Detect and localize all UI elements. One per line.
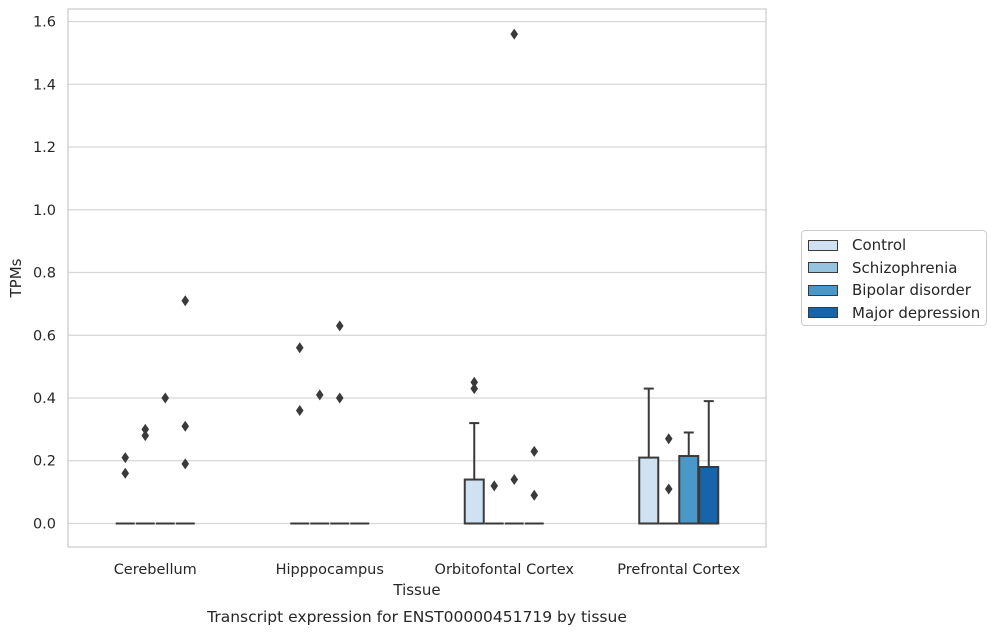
outlier-point <box>335 320 344 332</box>
plot-area <box>67 8 767 548</box>
y-tick-label: 0.6 <box>33 328 56 344</box>
box <box>463 478 485 525</box>
box-bipolar-disorder <box>330 320 350 525</box>
legend-label: Schizophrenia <box>852 258 958 277</box>
y-tick-label: 0.2 <box>33 454 56 470</box>
y-tick-label: 0.0 <box>33 516 56 532</box>
legend-swatch <box>808 284 838 296</box>
box-control <box>290 342 310 525</box>
outlier-point <box>530 445 539 457</box>
outlier-point <box>295 342 304 354</box>
outlier-point <box>141 430 150 442</box>
outlier-point <box>490 480 499 492</box>
x-tick-label: Prefrontal Cortex <box>617 562 740 578</box>
outlier-point <box>315 389 324 401</box>
y-axis-ticks: 0.0 0.2 0.4 0.6 0.8 1.0 1.2 1.4 1.6 <box>33 15 56 533</box>
outlier-point <box>335 392 344 404</box>
box-schizophrenia <box>659 433 679 525</box>
y-tick-label: 1.2 <box>33 140 56 156</box>
x-tick-label: Hipppocampus <box>276 562 384 578</box>
outlier-point <box>470 383 479 395</box>
box-groups <box>115 28 720 525</box>
x-tick-label: Cerebellum <box>114 562 197 578</box>
legend-item: Control <box>808 235 906 255</box>
outlier-point <box>664 433 673 445</box>
box-bipolar-disorder <box>155 392 175 525</box>
legend-label: Bipolar disorder <box>852 281 971 299</box>
box <box>698 466 720 525</box>
legend-swatch <box>808 307 838 318</box>
legend-swatch <box>808 262 838 273</box>
outlier-point <box>664 483 673 495</box>
outlier-point <box>181 420 190 432</box>
y-tick-label: 1.4 <box>33 77 56 93</box>
box-schizophrenia <box>484 480 504 525</box>
y-tick-label: 1.0 <box>33 203 56 219</box>
outlier-point <box>530 489 539 501</box>
box-major-depression <box>175 295 195 525</box>
legend-label: Major depression <box>852 303 981 322</box>
y-tick-label: 0.8 <box>33 266 56 282</box>
outlier-point <box>510 28 519 40</box>
legend-item: Schizophrenia <box>808 258 957 278</box>
outlier-point <box>141 423 150 435</box>
chart-title: Transcript expression for ENST0000045171… <box>206 608 627 626</box>
x-tick-label: Orbitofontal Cortex <box>435 562 575 578</box>
legend-label: Control <box>852 236 907 254</box>
outlier-point <box>181 458 190 470</box>
box-schizophrenia <box>310 389 330 525</box>
x-axis-ticks: Cerebellum Hipppocampus Orbitofontal Corte… <box>114 562 741 578</box>
box-bipolar-disorder <box>504 28 524 525</box>
outlier-point <box>470 376 479 388</box>
x-axis-label: Tissue <box>392 581 440 599</box>
box <box>638 456 660 525</box>
box-control <box>463 376 485 525</box>
box-control <box>638 387 660 525</box>
box-major-depression <box>524 445 544 525</box>
box-bipolar-disorder <box>678 431 700 525</box>
y-axis-label: TPMs <box>7 258 25 298</box>
box-schizophrenia <box>135 423 155 525</box>
legend-item: Bipolar disorder <box>808 280 971 300</box>
legend-item: Major depression <box>808 303 980 323</box>
outlier-point <box>510 474 519 486</box>
box-major-depression <box>698 400 720 525</box>
outlier-point <box>161 392 170 404</box>
grid-lines <box>68 20 766 525</box>
outlier-point <box>121 452 130 464</box>
outlier-point <box>121 467 130 479</box>
y-tick-label: 1.6 <box>33 15 56 31</box>
legend: Control Schizophrenia Bipolar disorder Majo… <box>801 230 987 326</box>
outlier-point <box>181 295 190 307</box>
y-tick-label: 0.4 <box>33 391 56 407</box>
outlier-point <box>295 405 304 417</box>
legend-swatch <box>808 239 838 251</box>
box <box>678 455 700 525</box>
box-control <box>115 452 135 525</box>
